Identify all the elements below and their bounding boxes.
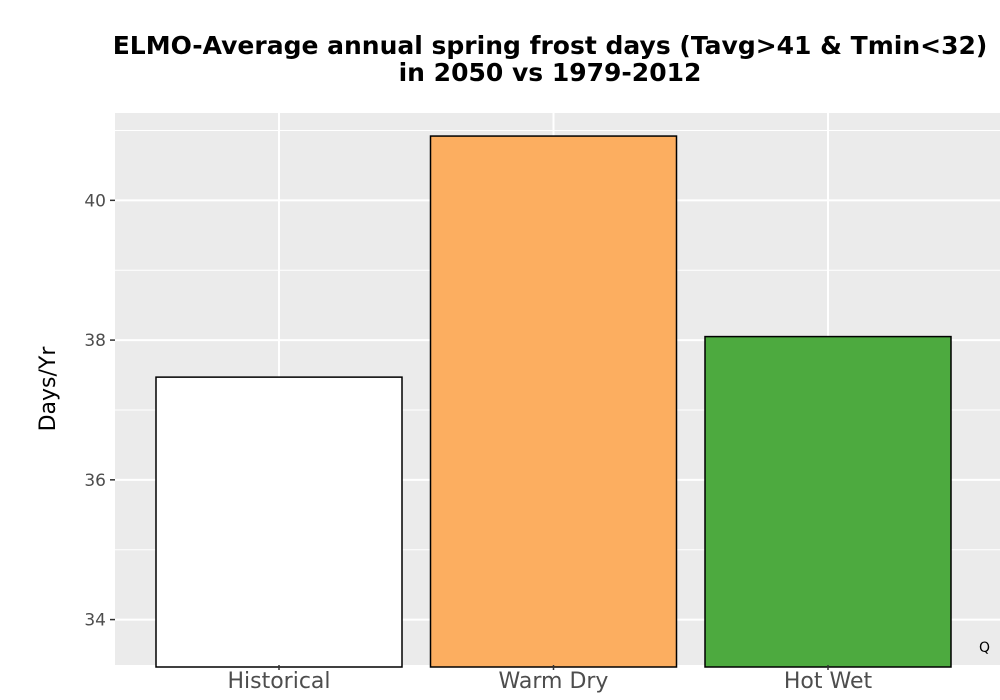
chart-title-line2: in 2050 vs 1979-2012 xyxy=(398,58,702,87)
y-tick-label: 38 xyxy=(84,331,106,351)
y-axis-label: Days/Yr xyxy=(36,346,61,432)
bar-hot-wet xyxy=(704,335,952,668)
x-tick-label: Historical xyxy=(227,669,330,694)
y-tick-label: 40 xyxy=(84,191,106,211)
y-axis: 34 36 38 40 xyxy=(84,191,115,631)
corner-mark: Q xyxy=(979,640,991,656)
bars xyxy=(155,135,952,668)
chart-title: ELMO-Average annual spring frost days (T… xyxy=(0,32,1000,86)
y-tick-label: 36 xyxy=(84,471,106,491)
x-tick-label: Hot Wet xyxy=(784,669,873,694)
chart-title-line1: ELMO-Average annual spring frost days (T… xyxy=(112,31,988,60)
x-tick-label: Warm Dry xyxy=(499,669,609,694)
bar-warm-dry xyxy=(429,135,678,668)
x-axis: Historical Warm Dry Hot Wet xyxy=(227,665,872,694)
y-tick-label: 34 xyxy=(84,611,106,631)
bar-historical xyxy=(155,376,403,668)
